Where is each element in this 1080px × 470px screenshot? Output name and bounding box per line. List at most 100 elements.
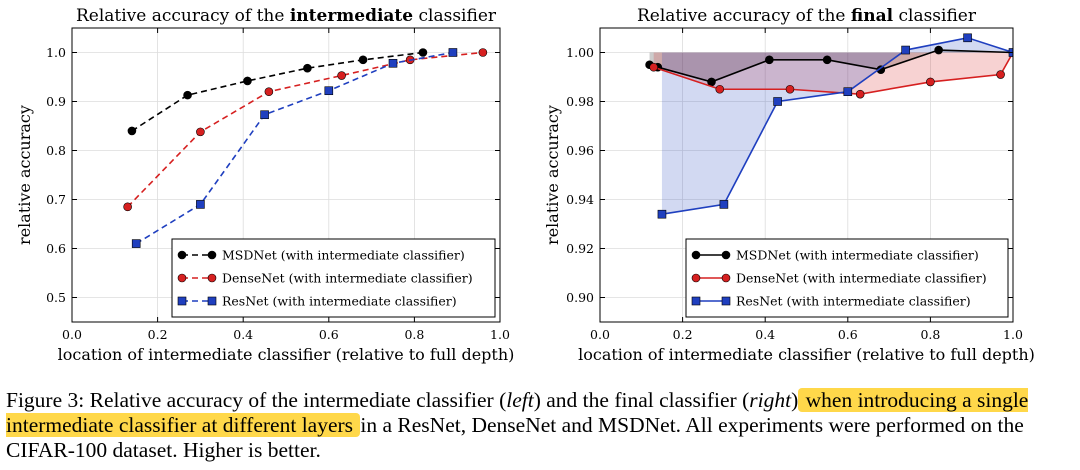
caption-text-2: ) and the final classifier (	[533, 388, 750, 412]
chart2-legend-marker-2-1	[691, 273, 701, 283]
chart1-xtick-label-1: 0.2	[148, 327, 168, 342]
chart2-legend-marker-3-2	[721, 296, 731, 306]
chart1-line-series-2	[127, 51, 483, 208]
figure-caption: Figure 3: Relative accuracy of the inter…	[6, 388, 1074, 463]
chart1-title: Relative accuracy of the intermediate cl…	[76, 6, 497, 26]
chart2-ytick-label-4: 0.98	[566, 94, 594, 109]
chart1-point-s2-2	[196, 127, 205, 137]
chart1-line-series-3	[135, 51, 454, 245]
chart2-ytick-label-5: 1.00	[566, 45, 594, 60]
chart2-title-part-3: classifier	[893, 6, 977, 26]
chart2-legend-label-1: MSDNet (with intermediate classifier)	[736, 248, 979, 263]
chart2-point-s3-4	[843, 87, 853, 96]
caption-text-3: )	[791, 388, 799, 412]
chart1-point-s1-1	[127, 126, 137, 136]
chart1-legend-box	[171, 238, 496, 318]
chart2-point-s2-4	[855, 89, 865, 99]
chart2-point-s3-2	[719, 200, 729, 209]
chart2-frame	[599, 27, 1014, 323]
chart1-point-s1-6	[418, 48, 428, 57]
chart1-ytick-label-0: 0.5	[46, 290, 66, 305]
chart2-legend-label-2: DenseNet (with intermediate classifier)	[736, 271, 987, 286]
chart2-point-s1-7	[934, 45, 943, 55]
chart2-point-s1-5	[822, 55, 832, 65]
chart2-title-part-2: final	[851, 6, 894, 26]
chart2-point-s2-1	[649, 62, 658, 72]
chart1-title-part-3: classifier	[413, 6, 497, 26]
chart2-ytick-label-1: 0.92	[566, 241, 594, 256]
chart2-legend-marker-2-2	[721, 273, 731, 283]
chart1-legend-marker-2-1	[177, 273, 187, 283]
chart2-area-series-2	[653, 52, 1013, 95]
chart1-point-s3-4	[324, 86, 334, 96]
chart1-point-s1-4	[303, 63, 312, 73]
chart1-ytick-label-2: 0.7	[46, 192, 66, 207]
chart2-xtick-label-1: 0.2	[673, 327, 693, 342]
chart1-line-series-1	[131, 51, 424, 132]
chart2-point-s3-3	[773, 97, 782, 106]
chart2-legend-marker-3-1	[691, 296, 701, 306]
chart1-point-s2-1	[123, 202, 132, 212]
chart2-group: 0.0 0.2 0.4 0.6 0.8 1.0 0.90 0.92 0.94 0.96 0.98 1.…	[543, 6, 1035, 364]
caption-text-4: in a ResNet, DenseNet and MSDNet. All ex…	[6, 413, 1024, 462]
chart2-ytick-label-3: 0.96	[566, 143, 594, 158]
chart1-point-s3-1	[131, 239, 141, 248]
chart2-plot-area	[645, 33, 1013, 219]
chart2-ytick-label-0: 0.90	[566, 290, 594, 305]
chart1-point-s1-2	[183, 90, 192, 100]
chart2-point-s3-5	[901, 45, 910, 55]
chart1-group: 0.0 0.2 0.4 0.6 0.8 1.0 0.5 0.6 0.7 0.8 0.9 1.0 Rela…	[15, 6, 514, 364]
chart2-legend-marker-1-2	[721, 250, 731, 260]
chart2-legend-marker-1-1	[691, 250, 701, 260]
chart2-point-s2-2	[715, 84, 725, 94]
chart2-point-s2-5	[926, 77, 935, 87]
figure-3: 0.0 0.2 0.4 0.6 0.8 1.0 0.5 0.6 0.7 0.8 0.9 1.0 Rela…	[15, 6, 1035, 364]
chart1-xtick-label-2: 0.4	[233, 327, 253, 342]
chart1-ytick-label-5: 1.0	[46, 45, 66, 60]
chart1-title-part-2: intermediate	[290, 6, 413, 26]
chart2-legend-box	[685, 238, 1009, 318]
chart1-ytick-label-1: 0.6	[46, 241, 66, 256]
chart1-point-s1-5	[358, 55, 368, 65]
chart2-xtick-label-4: 0.8	[920, 327, 940, 342]
chart1-legend-marker-1-1	[177, 250, 187, 260]
chart1-legend-label-1: MSDNet (with intermediate classifier)	[222, 248, 465, 263]
chart2-point-s3-6	[963, 33, 972, 43]
chart1-legend: MSDNet (with intermediate classifier) Den…	[171, 238, 496, 318]
chart2-legend-label-3: ResNet (with intermediate classifier)	[736, 294, 971, 309]
chart1-point-s3-2	[196, 200, 205, 209]
chart1-point-s2-4	[337, 71, 346, 80]
chart2-title-part-1: Relative accuracy of the	[637, 6, 851, 26]
chart1-legend-label-3: ResNet (with intermediate classifier)	[222, 294, 457, 309]
caption-text-1: Relative accuracy of the intermediate cl…	[84, 388, 507, 412]
chart2-point-s2-3	[785, 84, 795, 94]
chart1-legend-marker-2-2	[207, 273, 217, 283]
chart1-legend-marker-1-2	[207, 250, 217, 260]
chart1-ytick-label-4: 0.9	[46, 94, 66, 109]
chart1-xtick-label-0: 0.0	[62, 327, 82, 342]
chart1-point-s3-5	[388, 58, 398, 68]
chart2-ylabel: relative accuracy	[543, 105, 562, 245]
chart1-frame	[71, 27, 501, 323]
chart2-xtick-label-0: 0.0	[590, 327, 610, 342]
chart1-ytick-label-3: 0.8	[46, 143, 66, 158]
caption-label: Figure 3:	[6, 388, 85, 412]
chart2-title: Relative accuracy of the final classifie…	[637, 6, 977, 26]
chart1-xlabel: location of intermediate classifier (rel…	[58, 345, 515, 364]
caption-left: left	[506, 388, 534, 412]
chart1-title-part-1: Relative accuracy of the	[76, 6, 290, 26]
caption-right: right	[749, 388, 792, 412]
chart1-xtick-label-4: 0.8	[404, 327, 424, 342]
chart1-ylabel: relative accuracy	[15, 105, 34, 245]
chart1-legend-label-2: DenseNet (with intermediate classifier)	[222, 271, 473, 286]
chart2-xlabel: location of intermediate classifier (rel…	[578, 345, 1035, 364]
chart2-point-s2-6	[996, 70, 1005, 79]
chart1-plot-area	[123, 48, 488, 248]
chart2-point-s1-3	[707, 77, 716, 87]
chart1-point-s2-3	[264, 87, 274, 96]
chart1-xtick-label-3: 0.6	[319, 327, 339, 342]
chart1-legend-marker-3-1	[177, 296, 187, 306]
chart1-point-s3-3	[260, 110, 269, 120]
chart2-point-s3-1	[657, 209, 667, 219]
chart2-xtick-label-2: 0.4	[755, 327, 775, 342]
